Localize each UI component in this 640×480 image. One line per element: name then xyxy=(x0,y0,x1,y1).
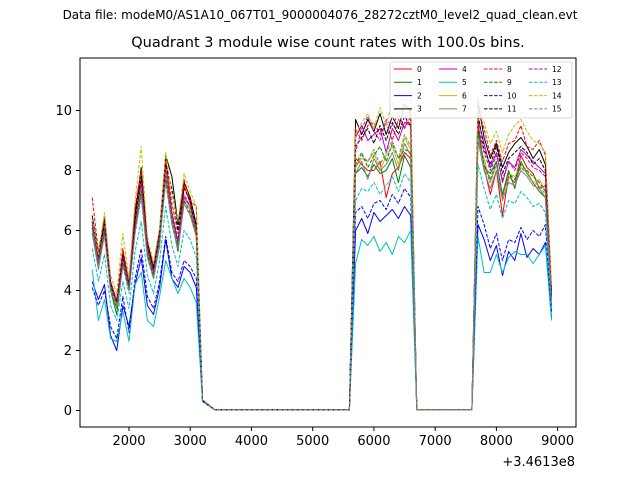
legend-label-9: 9 xyxy=(507,78,512,87)
y-tick-label: 6 xyxy=(64,224,72,239)
x-tick-label: 9000 xyxy=(541,434,574,449)
legend-label-2: 2 xyxy=(417,91,422,100)
legend-label-15: 15 xyxy=(552,105,562,114)
legend-label-14: 14 xyxy=(552,91,562,100)
x-tick-label: 6000 xyxy=(357,434,390,449)
series-line-15 xyxy=(91,134,552,411)
chart-title: Quadrant 3 module wise count rates with … xyxy=(131,35,525,51)
series-line-2 xyxy=(91,206,552,411)
legend-label-5: 5 xyxy=(462,78,467,87)
x-tick-label: 3000 xyxy=(174,434,207,449)
legend-label-0: 0 xyxy=(417,65,422,74)
legend-box xyxy=(389,61,573,119)
series-lines xyxy=(91,92,552,411)
legend-label-8: 8 xyxy=(507,65,512,74)
legend-label-10: 10 xyxy=(507,91,517,100)
axis-ticks: 2000 3000 4000 5000 6000 7000 8000 9000 0 2 4 6 8 10 xyxy=(55,104,574,449)
x-tick-label: 5000 xyxy=(296,434,329,449)
legend-label-1: 1 xyxy=(417,78,422,87)
legend-label-7: 7 xyxy=(462,105,467,114)
x-tick-label: 8000 xyxy=(480,434,513,449)
series-line-5 xyxy=(91,230,552,411)
y-tick-label: 2 xyxy=(64,344,72,359)
x-tick-label: 4000 xyxy=(235,434,268,449)
legend-label-11: 11 xyxy=(507,105,517,114)
suptitle: Data file: modeM0/AS1A10_067T01_90000040… xyxy=(62,8,578,22)
y-tick-label: 8 xyxy=(64,164,72,179)
y-tick-label: 4 xyxy=(64,284,72,299)
legend-label-4: 4 xyxy=(462,65,467,74)
x-offset-label: +3.4613e8 xyxy=(502,455,575,470)
series-line-1 xyxy=(91,128,552,411)
x-tick-label: 7000 xyxy=(419,434,452,449)
legend-label-3: 3 xyxy=(417,105,422,114)
legend-label-13: 13 xyxy=(552,78,562,87)
y-tick-label: 10 xyxy=(55,104,72,119)
y-tick-label: 0 xyxy=(64,404,72,419)
x-tick-label: 2000 xyxy=(112,434,145,449)
plot-area-frame xyxy=(79,57,577,428)
legend-label-12: 12 xyxy=(552,65,562,74)
legend-label-6: 6 xyxy=(462,91,467,100)
